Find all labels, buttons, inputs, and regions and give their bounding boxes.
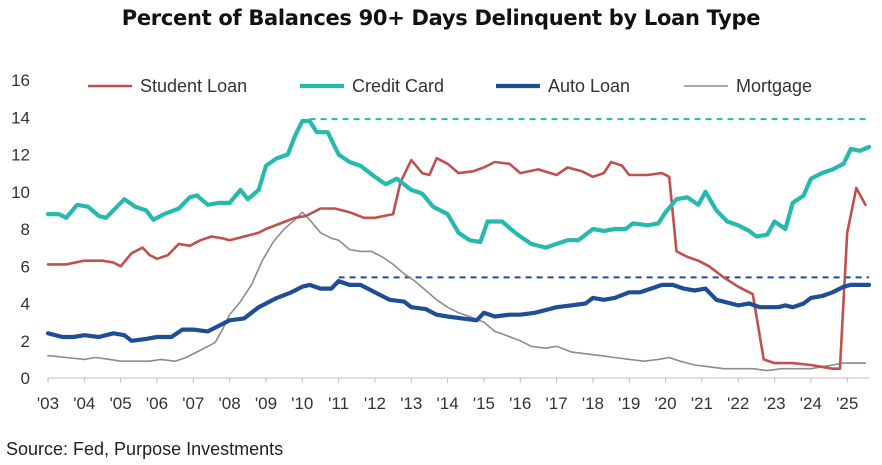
y-tick-label: 12 xyxy=(11,146,30,165)
x-tick-label: '11 xyxy=(328,394,349,413)
x-tick-label: '06 xyxy=(146,394,168,413)
x-tick-label: '03 xyxy=(37,394,59,413)
y-tick-label: 16 xyxy=(11,71,30,90)
legend-label-student-loan: Student Loan xyxy=(140,76,247,96)
y-tick-label: 0 xyxy=(21,369,30,388)
legend: Student Loan Credit Card Auto Loan Mortgage xyxy=(88,76,812,96)
reference-lines xyxy=(309,118,869,279)
y-tick-label: 4 xyxy=(21,295,30,314)
x-tick-label: '19 xyxy=(618,394,640,413)
chart-title: Percent of Balances 90+ Days Delinquent … xyxy=(121,6,761,30)
axes: 0 2 4 6 8 10 12 14 16 '03 '04 '05 '06 '07 '08 '09 '10 '11… xyxy=(11,71,869,413)
x-tick-label: '08 xyxy=(219,394,241,413)
legend-label-credit-card: Credit Card xyxy=(352,76,444,96)
x-tick-label: '23 xyxy=(763,394,785,413)
legend-label-mortgage: Mortgage xyxy=(736,76,812,96)
x-tick-label: '14 xyxy=(437,394,459,413)
y-tick-label: 8 xyxy=(21,220,30,239)
y-tick-label: 10 xyxy=(11,183,30,202)
series-line-auto-loan xyxy=(45,279,872,343)
series-lines xyxy=(45,118,872,372)
x-tick-label: '05 xyxy=(110,394,132,413)
x-tick-label: '09 xyxy=(255,394,277,413)
x-tick-label: '24 xyxy=(800,394,822,413)
x-tick-label: '10 xyxy=(291,394,313,413)
source-note: Source: Fed, Purpose Investments xyxy=(6,439,284,459)
series-line-mortgage xyxy=(47,211,867,372)
x-tick-label: '04 xyxy=(73,394,95,413)
legend-label-auto-loan: Auto Loan xyxy=(548,76,630,96)
y-tick-label: 2 xyxy=(21,332,30,351)
x-tick-label: '20 xyxy=(654,394,676,413)
series-line-credit-card xyxy=(45,118,872,250)
x-tick-label: '25 xyxy=(836,394,858,413)
x-tick-label: '12 xyxy=(364,394,386,413)
x-tick-label: '16 xyxy=(509,394,531,413)
x-tick-label: '15 xyxy=(473,394,495,413)
x-tick-label: '17 xyxy=(546,394,568,413)
x-tick-label: '07 xyxy=(182,394,204,413)
y-tick-label: 14 xyxy=(11,108,30,127)
x-tick-label: '13 xyxy=(400,394,422,413)
series-line-student-loan xyxy=(46,156,867,371)
x-tick-label: '21 xyxy=(691,394,713,413)
x-tick-label: '22 xyxy=(727,394,749,413)
x-tick-label: '18 xyxy=(582,394,604,413)
y-tick-label: 6 xyxy=(21,257,30,276)
